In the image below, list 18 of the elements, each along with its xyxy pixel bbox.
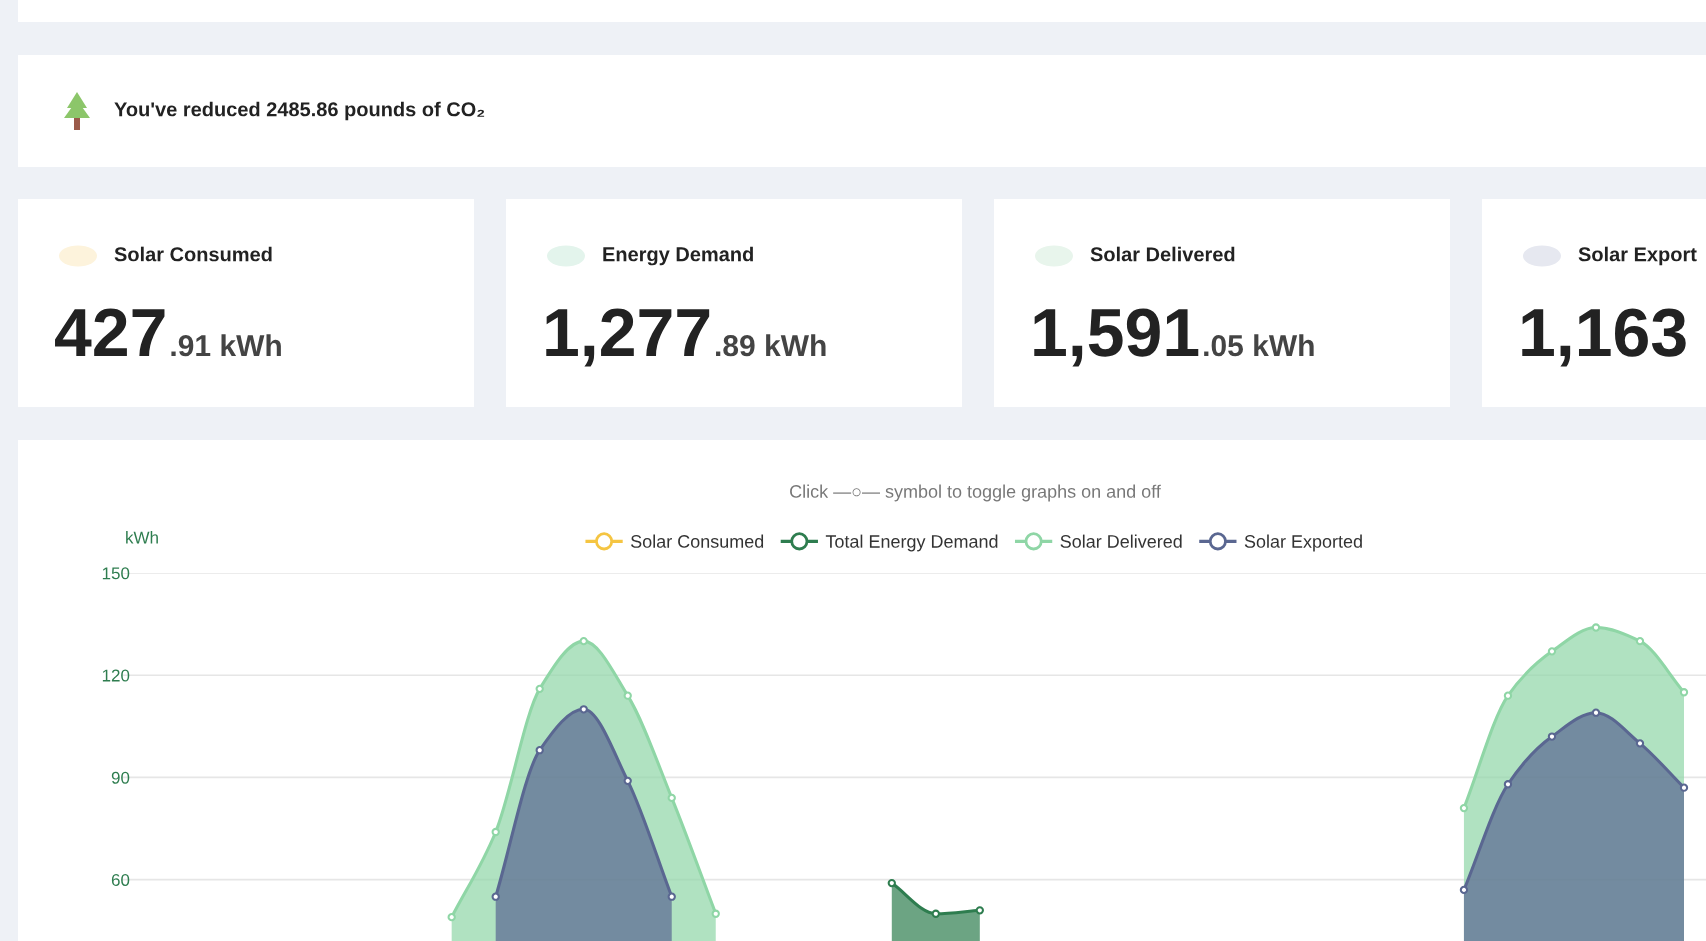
y-tick-label: 60 — [111, 873, 130, 886]
text: Energy Demand — [603, 246, 753, 266]
text: 1,163 — [1522, 308, 1686, 367]
text: Solar Delivered — [1090, 246, 1235, 262]
legend-label: Solar Consumed — [631, 534, 764, 548]
legend-label: Total Energy Demand — [825, 534, 998, 552]
y-tick-label: 120 — [102, 669, 130, 682]
y-tick-label: 150 — [102, 567, 130, 580]
text: Solar Export — [1578, 246, 1697, 266]
y-axis-title: kWh — [126, 531, 158, 544]
legend-label: Solar Exported — [1244, 534, 1362, 552]
text: You've reduced 2485.86 pounds of CO₂ — [114, 101, 485, 121]
text: 1,277.89 kWh — [546, 308, 826, 367]
text: 1,591.05 kWh — [1034, 308, 1314, 367]
legend-label: Solar Delivered — [1060, 534, 1182, 548]
y-tick-label: 90 — [111, 771, 130, 784]
chart-subtitle: Click —○— symbol to toggle graphs on and off — [790, 484, 1161, 502]
text: Solar Consumed — [114, 246, 272, 262]
